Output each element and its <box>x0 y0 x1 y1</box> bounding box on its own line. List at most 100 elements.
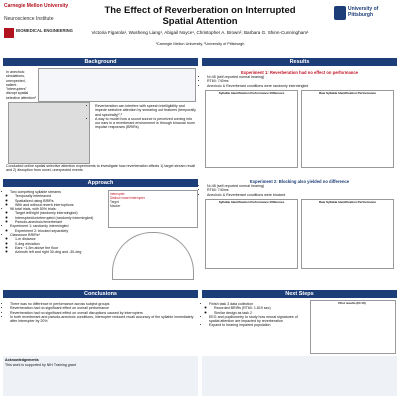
next-steps-list: Finish task 3 data collectionRecorded BR… <box>204 302 304 328</box>
bullet: 96 total trials, with 50% trials:Target … <box>10 207 105 224</box>
affiliation: ¹Carnegie Mellon University, ²University… <box>155 42 245 46</box>
experiment-title: Experiment 2: Blocking also yielded no d… <box>249 179 350 184</box>
bullet: RT60: 740ms <box>207 79 397 83</box>
sub-bullet: 1-m distance <box>15 237 105 241</box>
sub-list: 1-m distance0-deg elevationEars ~1.5m ab… <box>10 237 105 254</box>
sub-bullet: Recorded BRIRs (RT60: 1.819 sec) <box>214 306 304 310</box>
bullet-text: Expand to hearing impaired population <box>209 323 271 328</box>
bullet: EEG and pupillometry to study how neural… <box>209 315 304 324</box>
sub-bullet: With and without reverb interruptions <box>15 203 105 207</box>
figure-row: Syllable Identification Performance Diff… <box>202 88 397 170</box>
background-points: Reverberation can interfere with speech … <box>90 104 196 130</box>
sub-bullet: Azimuth left and right 30-deg and -30-de… <box>15 250 105 254</box>
bullet-list: N=45 (self-reported normal hearing)RT60:… <box>202 75 397 88</box>
approach-list: Two competing syllable streamsTemporally… <box>5 190 105 254</box>
bullet-text: Experiment 1: randomly intermingled <box>10 224 69 229</box>
sub-bullet: Spatialized using BRIRs <box>15 199 105 203</box>
bullet: A way to model how a sound source is per… <box>95 117 196 130</box>
sub-list: Recorded BRIRs (RT60: 1.819 sec)Similar … <box>209 306 304 315</box>
figure-title: Raw Syllable Identification Performance <box>318 199 377 204</box>
acknowledgements-text: This work is supported by NIH Training g… <box>5 363 76 367</box>
figure-title: Raw Syllable Identification Performance <box>318 90 377 95</box>
bullet-list: Reverberation can interfere with speech … <box>90 104 196 130</box>
bullet: Experiment 1: randomly intermingledExper… <box>10 224 105 233</box>
section-heading: Approach <box>3 179 198 187</box>
bullet: Reverberation had no significant effect … <box>10 306 195 310</box>
bullet-list: There was no difference in performance a… <box>5 302 195 323</box>
sub-bullet: Interrupted/uninterrupted (randomly inte… <box>15 216 105 220</box>
sub-bullet: Temporally interleaved <box>15 194 105 198</box>
section-heading: Conclusions <box>3 290 198 298</box>
bullet: There was no difference in performance a… <box>10 302 195 306</box>
bullet-text: EEG and pupillometry to study how neural… <box>209 314 298 324</box>
bullet: In both reverberant and pseudo-anechoic … <box>10 315 195 324</box>
figure <box>38 68 196 102</box>
figure-label: Masker <box>110 204 121 208</box>
results: Experiment 1: Reverberation had no effec… <box>202 68 397 286</box>
sub-bullet: Experiment 2: blocked separately <box>15 229 105 233</box>
figure: Raw Syllable Identification Performance <box>301 89 394 168</box>
sub-bullet: Ears ~1.5m above the floor <box>15 246 105 250</box>
figure-label: Target <box>110 200 119 204</box>
sub-list: Experiment 2: blocked separately <box>10 229 105 233</box>
bullet: Reverberation had no significant effect … <box>10 311 195 315</box>
sub-bullet: Similar design as task 2 <box>214 311 304 315</box>
figure: Syllable Identification Performance Diff… <box>205 198 298 269</box>
bullet: RT60: 740ms <box>207 188 397 192</box>
figure-labels: Interrupter Distinct vowel interrupter Tar… <box>110 192 194 208</box>
logo-bme: BIOMEDICAL ENGINEERING <box>16 28 73 33</box>
bullet: Two competing syllable streamsTemporally… <box>10 190 105 207</box>
bullet-text: Classroom BRIRs⁴ <box>10 232 41 237</box>
figure <box>8 102 90 164</box>
bullet-list: Finish task 3 data collectionRecorded BR… <box>204 302 304 328</box>
bullet: Anechoic & Reverberant conditions were b… <box>207 193 397 197</box>
sub-bullet: Target left/right (randomly intermingled… <box>15 211 105 215</box>
title: The Effect of Reverberation on Interrupt… <box>104 5 296 27</box>
bullet: N=48 (self-reported normal hearing) <box>207 184 397 188</box>
bullet-text: Finish task 3 data collection <box>209 302 254 306</box>
authors: Victoria Figarola¹, Wusheng Liang¹, Abig… <box>91 30 309 35</box>
figure: Syllable Identification Performance Diff… <box>205 89 298 168</box>
room-diagram <box>112 232 194 280</box>
background-intro: In anechoic simulations, unexpected, sal… <box>6 70 36 100</box>
sub-list: Target left/right (randomly intermingled… <box>10 211 105 224</box>
bullet: Anechoic & Reverberant conditions were r… <box>207 84 397 88</box>
figure-title: Pilot results (N=10) <box>338 301 366 305</box>
experiment: Experiment 2: Blocking also yielded no d… <box>202 177 397 286</box>
sub-list: Temporally interleavedSpatialized using … <box>10 194 105 207</box>
figure-label: Distinct vowel interrupter <box>110 196 145 200</box>
section-heading: Results <box>202 58 397 66</box>
figure-row: Syllable Identification Performance Diff… <box>202 197 397 271</box>
acknowledgements-box <box>3 356 198 396</box>
logo-pitt: University of Pittsburgh <box>348 6 379 18</box>
logo-ni: Neuroscience Institute <box>4 16 54 22</box>
references-box <box>202 356 397 396</box>
bullet-list: N=48 (self-reported normal hearing)RT60:… <box>202 184 397 197</box>
bullet: Finish task 3 data collectionRecorded BR… <box>209 302 304 315</box>
sub-bullet: Pseudo-anechoic/reverberant <box>15 220 105 224</box>
logo-pitt-icon <box>334 6 346 20</box>
acknowledgements-heading: Acknowledgements <box>5 358 39 362</box>
bullet: Reverberation can interfere with speech … <box>95 104 196 117</box>
experiment: Experiment 1: Reverberation had no effec… <box>202 68 397 177</box>
figure: Raw Syllable Identification Performance <box>301 198 394 269</box>
figure-title: Syllable Identification Performance Diff… <box>218 199 285 204</box>
bullet-text: Two competing syllable streams <box>10 190 61 194</box>
bullet: Expand to hearing impaired population <box>209 323 304 327</box>
bullet-text: 96 total trials, with 50% trials: <box>10 207 57 212</box>
bullet: N=45 (self-reported normal hearing) <box>207 75 397 79</box>
section-heading: Background <box>3 58 198 66</box>
sub-bullet: 0-deg elevation <box>15 242 105 246</box>
section-heading: Next Steps <box>202 290 397 298</box>
logo-bme-icon <box>4 28 14 38</box>
figure <box>108 190 198 228</box>
figure <box>310 300 396 354</box>
bullet: Classroom BRIRs⁴1-m distance0-deg elevat… <box>10 233 105 254</box>
figure-title: Syllable Identification Performance Diff… <box>218 90 285 95</box>
background-summary: Conducted online spatial selective atten… <box>6 164 196 173</box>
experiment-title: Experiment 1: Reverberation had no effec… <box>240 70 359 75</box>
bullet-list: Two competing syllable streamsTemporally… <box>5 190 105 254</box>
logo-cmu: Carnegie Mellon University <box>4 3 69 9</box>
figure-label: Interrupter <box>110 192 125 196</box>
